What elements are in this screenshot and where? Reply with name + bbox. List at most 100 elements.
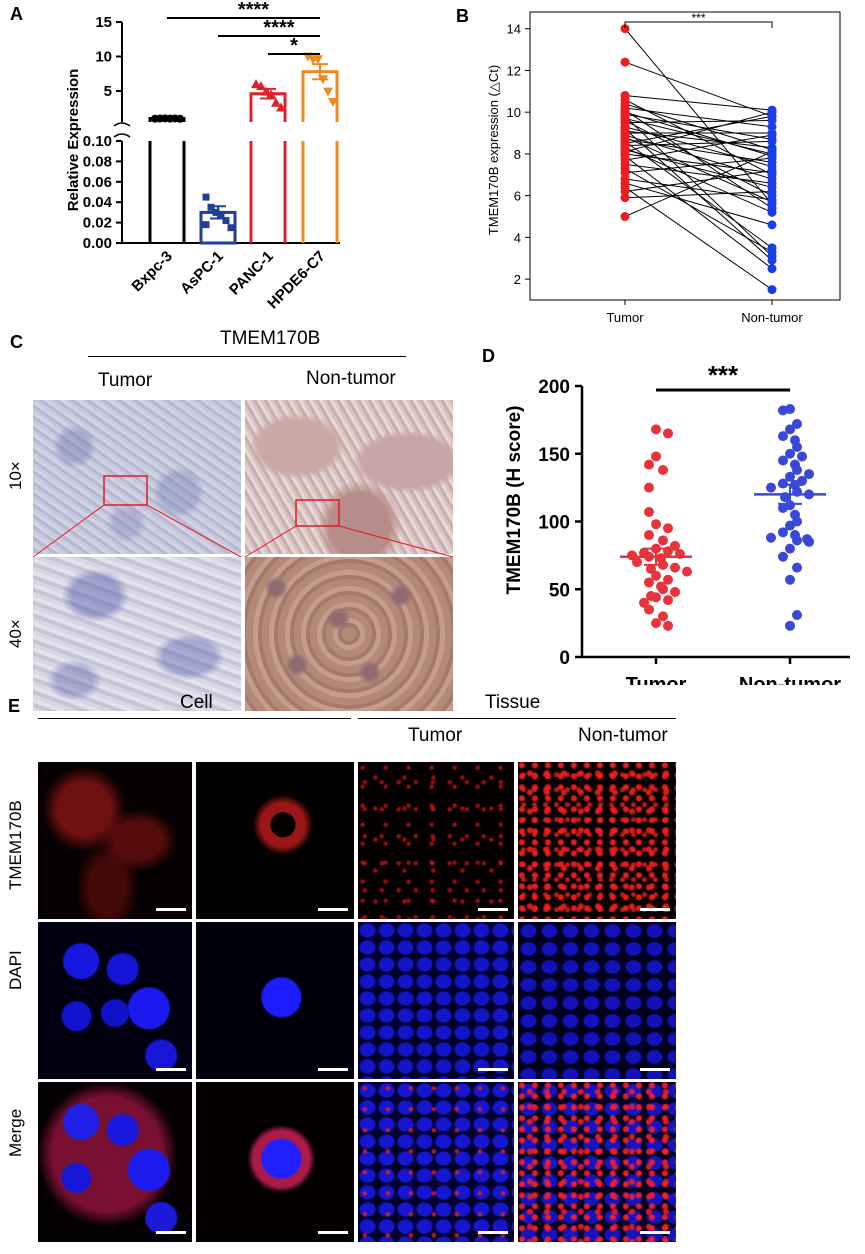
data-point bbox=[256, 81, 266, 91]
data-point bbox=[202, 193, 210, 201]
pair-line bbox=[624, 111, 773, 157]
data-point bbox=[658, 535, 668, 546]
panel-a-ylabel: Relative Expression bbox=[65, 69, 82, 212]
y-tick-label: 15 bbox=[95, 14, 112, 31]
if-cell2-merge bbox=[196, 1082, 354, 1242]
data-point bbox=[778, 551, 788, 562]
data-point bbox=[792, 441, 802, 452]
ihc-nontumor-40x bbox=[245, 557, 453, 711]
panel-c: C TMEM170B Tumor Non-tumor 10× 40× bbox=[0, 326, 460, 711]
scale-bar bbox=[156, 1231, 186, 1234]
sem-bar bbox=[778, 483, 802, 505]
tumor-point bbox=[620, 212, 630, 222]
nontumor-point bbox=[767, 207, 777, 217]
data-point bbox=[663, 428, 673, 439]
data-point bbox=[212, 208, 220, 216]
y-tick-label: 0 bbox=[559, 648, 570, 669]
y-tick-label: 12 bbox=[507, 63, 521, 78]
y-tick-label: 150 bbox=[538, 445, 570, 466]
panel-e-cell-rule bbox=[38, 718, 351, 719]
panel-d-label: D bbox=[482, 346, 495, 366]
data-point bbox=[670, 586, 680, 597]
plot-frame bbox=[529, 11, 841, 301]
x-tick-label: Tumor bbox=[626, 674, 687, 685]
ihc-tumor-40x bbox=[33, 557, 241, 711]
pair-line bbox=[624, 138, 773, 163]
bar bbox=[148, 117, 186, 243]
data-point bbox=[778, 527, 788, 538]
data-point bbox=[766, 532, 776, 543]
data-point bbox=[670, 562, 680, 573]
panel-e-cell-header: Cell bbox=[180, 692, 213, 713]
data-point bbox=[651, 570, 661, 581]
y-tick-label: 5 bbox=[104, 83, 112, 100]
significance-label: **** bbox=[263, 17, 294, 39]
pair-line bbox=[624, 111, 773, 153]
scale-bar bbox=[640, 1231, 670, 1234]
panel-c-header: TMEM170B bbox=[220, 328, 321, 349]
nontumor-point bbox=[767, 186, 777, 196]
pair-line bbox=[624, 117, 773, 155]
data-point bbox=[328, 98, 338, 107]
data-point bbox=[792, 418, 802, 429]
data-point bbox=[222, 217, 230, 225]
y-tick-label: 200 bbox=[538, 377, 570, 398]
nontumor-point bbox=[767, 166, 777, 176]
pair-line bbox=[624, 113, 773, 140]
y-tick-label: 10 bbox=[507, 105, 521, 120]
data-point bbox=[632, 557, 642, 568]
data-point bbox=[785, 471, 795, 482]
data-point bbox=[682, 566, 692, 577]
data-point bbox=[785, 620, 795, 631]
y-tick-label: 0.02 bbox=[83, 215, 112, 232]
pair-line bbox=[624, 134, 773, 180]
scale-bar bbox=[156, 908, 186, 911]
panel-b-label: B bbox=[456, 6, 469, 26]
y-tick-label: 10 bbox=[95, 48, 112, 65]
data-point bbox=[651, 618, 661, 629]
pair-line bbox=[624, 134, 773, 161]
x-tick-label: Tumor bbox=[606, 310, 644, 325]
significance-bar bbox=[624, 21, 773, 28]
data-point bbox=[785, 424, 795, 435]
data-point bbox=[644, 482, 654, 493]
data-point bbox=[658, 465, 668, 476]
panel-a-chart: A Relative Expression 5 10 15 0.00 0.02 0.04 0… bbox=[10, 0, 340, 312]
pair-line bbox=[624, 147, 773, 213]
panel-c-label: C bbox=[10, 332, 23, 352]
if-nontumor-dapi bbox=[518, 922, 676, 1079]
axis-break bbox=[113, 122, 131, 138]
data-point bbox=[266, 89, 276, 99]
data-point bbox=[644, 604, 654, 615]
scale-bar bbox=[640, 1068, 670, 1071]
panel-e-tissue-tumor: Tumor bbox=[408, 725, 463, 746]
y-tick-label: 0.04 bbox=[83, 194, 113, 211]
data-point bbox=[644, 507, 654, 518]
data-point bbox=[778, 431, 788, 442]
tumor-point bbox=[620, 193, 630, 203]
data-point bbox=[778, 455, 788, 466]
pair-line bbox=[624, 136, 773, 203]
data-point bbox=[785, 543, 795, 554]
ihc-tumor-10x bbox=[33, 400, 241, 554]
pair-line bbox=[624, 178, 773, 201]
nontumor-point bbox=[767, 247, 777, 257]
panel-e-tissue-nontumor: Non-tumor bbox=[578, 725, 668, 746]
data-point bbox=[785, 520, 795, 531]
pair-line bbox=[624, 163, 773, 184]
y-tick-label: 0.08 bbox=[83, 153, 112, 170]
if-nontumor-tmem170b bbox=[518, 762, 676, 919]
pair-line bbox=[624, 115, 773, 144]
data-point bbox=[663, 574, 673, 585]
zoom-line bbox=[32, 504, 105, 558]
data-point bbox=[778, 405, 788, 416]
if-tumor-tmem170b bbox=[358, 762, 514, 919]
data-point bbox=[658, 584, 668, 595]
pair-line bbox=[624, 115, 773, 257]
data-point bbox=[766, 482, 776, 493]
pair-line bbox=[624, 153, 773, 174]
y-tick-label: 100 bbox=[538, 513, 570, 534]
data-point bbox=[804, 536, 814, 547]
significance-label: **** bbox=[238, 0, 269, 21]
scale-bar bbox=[478, 908, 508, 911]
